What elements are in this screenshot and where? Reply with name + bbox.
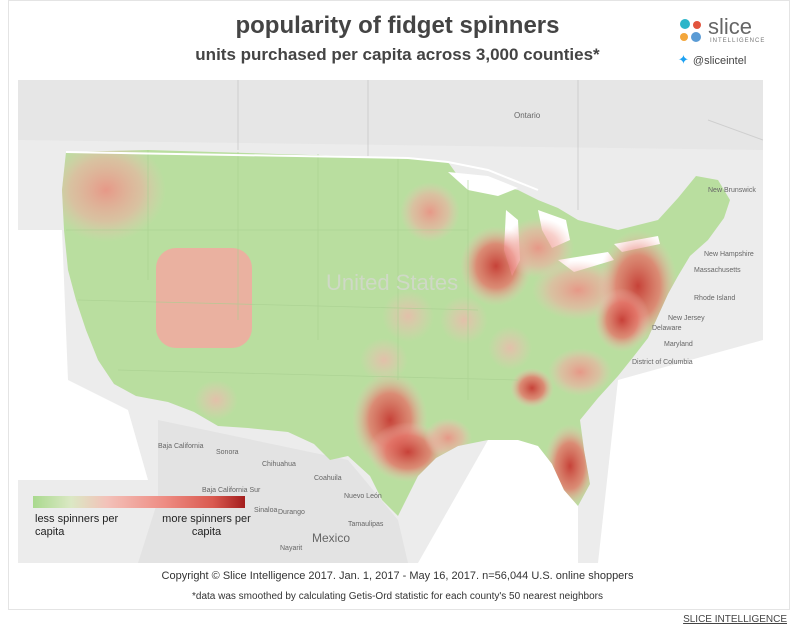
hotspot-kentucky [488,326,532,370]
chart-subtitle: units purchased per capita across 3,000 … [195,45,600,64]
map-panel: Ontario New Brunswick United States New … [18,80,763,563]
hotspot-atlanta [510,368,554,408]
label-new-hampshire: New Hampshire [704,251,754,258]
hotspot-michigan [502,218,574,278]
label-united-states: United States [326,270,458,295]
label-massachusetts: Massachusetts [694,267,741,274]
label-baja-sur: Baja California Sur [202,487,261,494]
canada-region [18,80,763,150]
twitter-handle-row[interactable]: ✦ @sliceintel [678,52,746,68]
copyright-note: Copyright © Slice Intelligence 2017. Jan… [161,570,634,582]
hotspot-kansas [382,290,434,342]
label-sonora: Sonora [216,449,239,456]
hotspot-carolina [548,348,612,396]
brand-name: slice [708,14,753,39]
label-new-jersey: New Jersey [668,315,705,322]
label-dc: District of Columbia [632,359,693,366]
us-canada-border [65,151,539,191]
label-ontario: Ontario [514,111,541,120]
hotspot-philadelphia [594,288,650,352]
label-nayarit: Nayarit [280,545,302,552]
slice-logo-icon [680,19,701,42]
label-rhode-island: Rhode Island [694,295,735,302]
label-chihuahua: Chihuahua [262,461,296,468]
border-lines [237,80,763,210]
label-delaware: Delaware [652,325,682,332]
source-link[interactable]: SLICE INTELLIGENCE [683,614,787,625]
brand-block: slice INTELLIGENCE ✦ @sliceintel [676,14,786,74]
brand-tagline: INTELLIGENCE [710,38,766,44]
color-legend: less spinners per capita more spinners p… [33,496,251,544]
label-sinaloa: Sinaloa [254,507,277,514]
label-maryland: Maryland [664,341,693,348]
hotspot-washington [62,150,166,242]
label-durango: Durango [278,509,305,516]
twitter-bird-icon: ✦ [678,52,689,67]
legend-gradient-bar [33,496,245,508]
methodology-note: *data was smoothed by calculating Getis-… [191,591,603,602]
state-borders [66,150,519,400]
label-new-brunswick: New Brunswick [708,187,756,194]
hotspot-minnesota [400,182,460,242]
legend-low-label: less spinners per capita [35,513,119,538]
hotspot-missouri [440,296,488,344]
label-nuevo-leon: Nuevo León [344,493,382,500]
twitter-handle[interactable]: @sliceintel [692,55,747,67]
label-coahuila: Coahuila [314,475,342,482]
label-mexico: Mexico [312,531,350,545]
hotspot-oklahoma [360,338,408,382]
atlantic-water [598,340,763,563]
legend-high-label: more spinners per capita [162,513,251,538]
us-map-svg: Ontario New Brunswick United States New … [18,80,763,563]
label-tamaulipas: Tamaulipas [348,521,384,528]
gulf-water [418,440,578,563]
mexico-region [138,420,408,563]
chart-title: popularity of fidget spinners [235,12,560,39]
label-baja-california: Baja California [158,443,204,450]
hotspot-arizona [194,380,238,420]
pacific-water [18,230,148,480]
hotspot-utah [156,248,252,348]
